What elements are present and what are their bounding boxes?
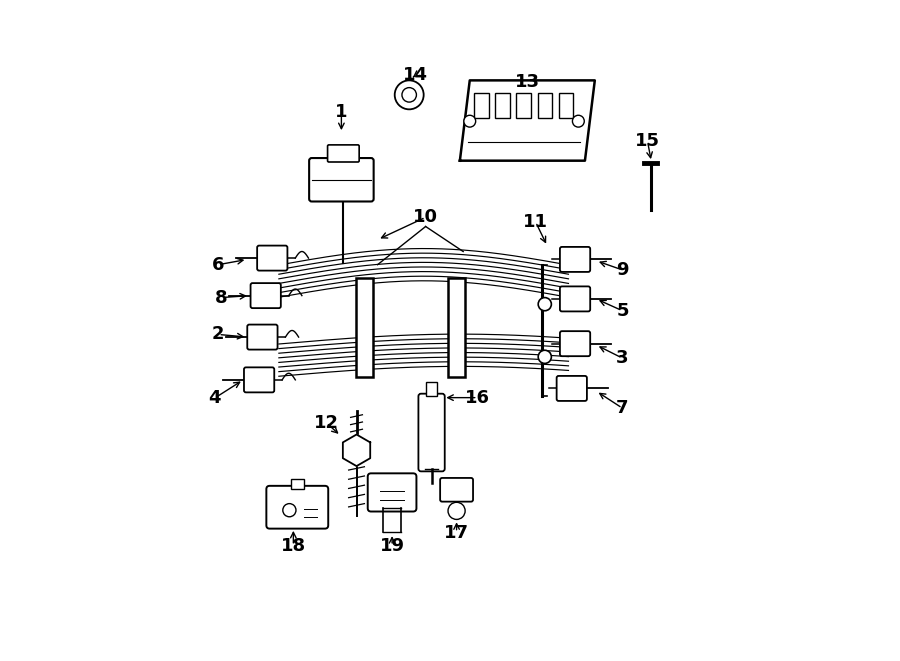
Polygon shape <box>460 81 595 161</box>
FancyBboxPatch shape <box>248 325 277 350</box>
Text: 11: 11 <box>523 213 548 231</box>
Circle shape <box>572 115 584 127</box>
Text: 13: 13 <box>515 73 540 91</box>
FancyBboxPatch shape <box>418 394 445 471</box>
Circle shape <box>448 502 465 520</box>
Text: 7: 7 <box>616 399 629 417</box>
Text: 9: 9 <box>616 261 629 279</box>
Text: 14: 14 <box>403 66 428 84</box>
Bar <box>495 93 510 118</box>
Bar <box>448 278 465 377</box>
FancyBboxPatch shape <box>266 486 328 529</box>
FancyBboxPatch shape <box>250 283 281 308</box>
Bar <box>559 93 573 118</box>
Bar <box>356 278 373 377</box>
Bar <box>291 479 304 489</box>
Text: 3: 3 <box>616 349 629 367</box>
Bar <box>537 93 552 118</box>
Text: 18: 18 <box>281 537 306 555</box>
Circle shape <box>538 297 552 311</box>
Bar <box>474 93 489 118</box>
FancyBboxPatch shape <box>440 478 473 502</box>
FancyBboxPatch shape <box>560 331 590 356</box>
Text: 8: 8 <box>214 289 228 307</box>
Text: 2: 2 <box>212 325 225 344</box>
Text: 15: 15 <box>635 132 660 150</box>
Circle shape <box>538 350 552 364</box>
Text: 10: 10 <box>413 208 438 226</box>
Text: 1: 1 <box>335 103 347 121</box>
Text: 16: 16 <box>465 389 491 407</box>
Text: 19: 19 <box>380 537 405 555</box>
FancyBboxPatch shape <box>560 286 590 311</box>
Text: 5: 5 <box>616 302 629 320</box>
Circle shape <box>283 504 296 517</box>
Circle shape <box>395 81 424 109</box>
Text: 12: 12 <box>314 414 338 432</box>
Circle shape <box>402 88 417 102</box>
Polygon shape <box>343 434 370 466</box>
FancyBboxPatch shape <box>309 158 374 202</box>
FancyBboxPatch shape <box>368 473 417 512</box>
FancyBboxPatch shape <box>244 368 274 393</box>
FancyBboxPatch shape <box>560 247 590 272</box>
FancyBboxPatch shape <box>328 145 359 162</box>
Text: 6: 6 <box>212 256 225 274</box>
Text: 17: 17 <box>444 524 469 541</box>
Text: 4: 4 <box>208 389 220 407</box>
Circle shape <box>464 115 476 127</box>
FancyBboxPatch shape <box>556 376 587 401</box>
Bar <box>517 93 531 118</box>
FancyBboxPatch shape <box>257 246 287 270</box>
Bar <box>427 382 436 397</box>
